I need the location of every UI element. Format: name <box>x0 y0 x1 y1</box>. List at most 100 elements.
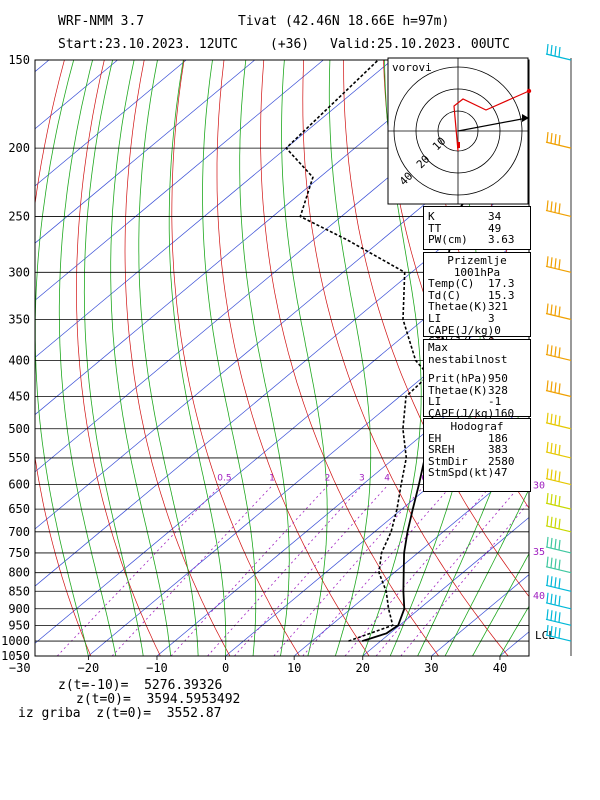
instability-label: Thetae(K) <box>428 383 488 397</box>
model-name: WRF-NMM 3.7 <box>58 14 145 29</box>
mixing-ratio-line <box>170 484 329 656</box>
surface-value: 3 <box>488 311 495 325</box>
pressure-tick-label: 300 <box>8 265 30 279</box>
mixing-ratio-label: 4 <box>384 474 390 484</box>
pressure-tick-label: 200 <box>8 141 30 155</box>
wind-barb <box>545 515 572 533</box>
isotherm-line <box>35 60 255 244</box>
instability-title: Max nestabilnost <box>428 341 508 366</box>
pressure-tick-label: 600 <box>8 478 30 492</box>
surface-panel: Prizemlje 1001hPa Temp(C) 17.3 Td(C) 15.3 Th… <box>423 252 531 347</box>
hodograph-value: 186 <box>488 431 508 445</box>
pressure-tick-label: 550 <box>8 451 30 465</box>
wind-barb <box>545 43 572 61</box>
surface-label: Temp(C) <box>428 277 475 291</box>
pressure-tick-label: 450 <box>8 389 30 403</box>
isotherm-line <box>35 60 187 187</box>
instability-value: 950 <box>488 372 508 386</box>
pressure-tick-label: 800 <box>8 566 30 580</box>
mixing-ratio-lines <box>56 484 529 656</box>
hodograph <box>387 57 532 205</box>
theta-label: 30 <box>533 481 545 492</box>
mixing-ratio-label: 2 <box>325 474 331 484</box>
temp-tick-label: 0 <box>222 661 229 675</box>
temp-tick-label: 40 <box>493 661 507 675</box>
wind-barb <box>545 441 572 459</box>
hodograph-row: EH 186 <box>428 431 526 445</box>
valid-time: Valid:25.10.2023. 00UTC <box>330 37 511 52</box>
mixing-ratio-line <box>207 484 364 656</box>
mixing-ratio-label: 3 <box>359 474 365 484</box>
surface-row: Temp(C) 17.3 <box>428 278 526 290</box>
pressure-gridlines <box>35 60 529 656</box>
wind-barb <box>545 624 572 642</box>
mixing-ratio-line <box>344 484 493 656</box>
surface-label: CAPE(J/kg) <box>428 323 495 337</box>
wind-barb <box>545 592 572 610</box>
wind-barb <box>545 609 572 626</box>
pressure-tick-label: 150 <box>8 53 30 67</box>
isotherm-line <box>35 60 324 301</box>
k-value: 34 <box>488 210 502 223</box>
wind-barb <box>545 344 572 361</box>
hodograph-label: StmDir <box>428 454 468 468</box>
theta-label: 40 <box>533 591 545 602</box>
pressure-tick-label: 950 <box>8 618 30 632</box>
moist-adiabat-line <box>328 60 372 656</box>
pressure-tick-label: 350 <box>8 313 30 327</box>
tt-value: 49 <box>488 221 502 235</box>
isotherm-line <box>362 517 529 656</box>
isotherm-line <box>569 60 600 656</box>
isotherm-line <box>35 231 529 644</box>
isotherm-line <box>35 60 461 416</box>
hodograph-label: EH <box>428 431 442 445</box>
wind-barb <box>545 412 572 430</box>
instability-row: Thetae(K) 328 <box>428 385 526 397</box>
moist-adiabat-line <box>202 60 257 656</box>
theta-label: 35 <box>533 547 545 558</box>
temp-tick-label: −20 <box>78 661 100 675</box>
pressure-tick-label: 900 <box>8 602 30 616</box>
temp-tick-label: 30 <box>424 661 438 675</box>
instability-row: CAPE(J/kg) 160 <box>428 408 526 420</box>
pressure-tick-label: 1000 <box>1 634 30 648</box>
hodograph-panel: Hodograf EH 186 SREH 383 StmDir 2580 StmSpd(kt… <box>423 418 531 492</box>
temp-tick-label: 10 <box>287 661 301 675</box>
instability-value: -1 <box>488 395 502 409</box>
pressure-tick-label: 250 <box>8 209 30 223</box>
pressure-tick-label: 850 <box>8 584 30 598</box>
mixing-ratio-line <box>56 484 222 656</box>
mixing-ratio-label: 1 <box>269 474 275 484</box>
dry-adiabat-line <box>124 60 231 656</box>
temperature-axis: −30 −20 −10 0 10 20 30 40 <box>9 656 507 675</box>
wind-barb <box>545 132 572 149</box>
moist-adiabat-line <box>83 60 144 656</box>
dry-adiabat-line <box>583 60 600 656</box>
mixing-ratio-label: 0.5 <box>217 474 231 484</box>
k-label: K <box>428 210 435 223</box>
hodograph-row: StmSpd(kt) 47 <box>428 467 526 479</box>
mixing-ratio-line <box>234 484 389 656</box>
surface-value: 15.3 <box>488 288 515 302</box>
hodograph-value: 383 <box>488 443 508 457</box>
mixing-ratio-line <box>375 484 522 656</box>
temp-tick-label: 20 <box>356 661 370 675</box>
surface-row: Td(C) 15.3 <box>428 290 526 302</box>
surface-row: LI 3 <box>428 313 526 325</box>
hodograph-label: StmSpd(kt) <box>428 466 495 480</box>
hodograph-row: SREH 383 <box>428 444 526 456</box>
dry-adiabat-line <box>171 60 300 656</box>
mixing-ratio-line <box>302 484 453 656</box>
mixing-ratio-line <box>273 484 426 656</box>
isotherm-line <box>293 459 529 656</box>
pw-value: 3.63 <box>488 233 515 247</box>
isotherm-line <box>35 174 529 587</box>
isotherm-line <box>225 402 529 656</box>
pressure-tick-label: 400 <box>8 353 30 367</box>
isotherm-line <box>156 345 529 656</box>
surface-value: 321 <box>488 300 508 314</box>
z-zero-grib: iz griba z(t=0)= 3552.87 <box>18 706 222 721</box>
wind-barb <box>545 468 572 486</box>
surface-title: Prizemlje 1001hPa <box>447 254 507 279</box>
temp-tick-label: −10 <box>146 661 168 675</box>
